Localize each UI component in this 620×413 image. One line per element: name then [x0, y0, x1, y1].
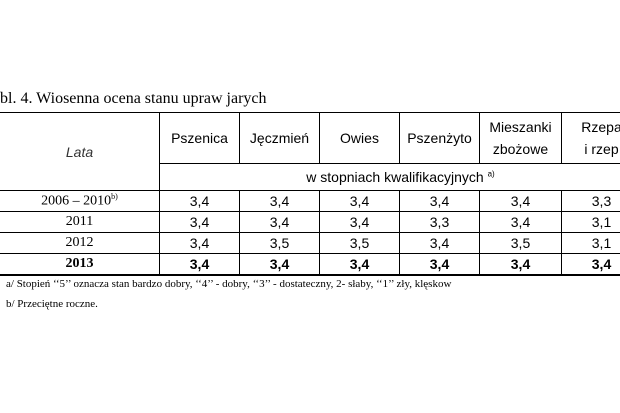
value-cell: 3,3: [399, 211, 480, 233]
row-label-text: 2012: [65, 235, 94, 250]
value-cell: 3,1: [561, 232, 620, 254]
footnote: b/ Przeciętne roczne.: [6, 298, 98, 310]
value-cell: 3,4: [239, 253, 320, 276]
value-cell: 3,4: [239, 211, 320, 233]
header-cell: Mieszanki zbożowe: [479, 112, 562, 164]
value-cell: 3,4: [319, 253, 400, 276]
row-label: 2011: [0, 211, 160, 233]
value-cell: 3,5: [479, 232, 562, 254]
header-text: Mieszanki: [489, 119, 552, 135]
value-cell: 3,5: [239, 232, 320, 254]
value-cell: 3,4: [159, 211, 240, 233]
header-text: Jęczmień: [249, 130, 310, 146]
footnote-ref: a): [487, 169, 495, 179]
data-row: 2013 3,4 3,4 3,4 3,4 3,4 3,4: [0, 253, 620, 276]
value-cell: 3,4: [399, 232, 480, 254]
row-label: 2012: [0, 232, 160, 254]
data-row: 2012 3,4 3,5 3,5 3,4 3,5 3,1: [0, 232, 620, 254]
unit-row: w stopniach kwalifikacyjnych a): [0, 163, 620, 191]
data-row: 2011 3,4 3,4 3,4 3,3 3,4 3,1: [0, 211, 620, 233]
row-label-text: 2013: [65, 256, 94, 271]
value-cell: 3,4: [159, 232, 240, 254]
table-title: bl. 4. Wiosenna ocena stanu upraw jarych: [0, 90, 267, 107]
header-text: Pszenica: [171, 130, 228, 146]
unit-cell: w stopniach kwalifikacyjnych a): [159, 163, 620, 191]
header-text: Lata: [65, 143, 94, 160]
value-cell: 3,4: [479, 190, 562, 212]
header-cell: Rzepa i rzep: [561, 112, 620, 164]
header-cell: Pszenica: [159, 112, 240, 164]
value-cell: 3,4: [399, 190, 480, 212]
header-cell: Owies: [319, 112, 400, 164]
row-label-text: 2011: [65, 214, 94, 229]
value-cell: 3,1: [561, 211, 620, 233]
footnote: a/ Stopień ‘‘5’’ oznacza stan bardzo dob…: [6, 278, 452, 290]
header-text: Owies: [340, 130, 379, 146]
row-label-text: 2006 – 2010: [41, 193, 112, 209]
data-row: 2006 – 2010b) 3,4 3,4 3,4 3,4 3,4 3,3: [0, 190, 620, 212]
footnote-ref: b): [111, 192, 118, 202]
value-cell: 3,5: [319, 232, 400, 254]
value-cell: 3,4: [479, 211, 562, 233]
header-row: Lata Pszenica Jęczmień Owies Pszenżyto Miesza…: [0, 112, 620, 191]
header-text: zbożowe: [492, 141, 549, 157]
value-cell: 3,4: [561, 253, 620, 276]
header-text: i rzep: [584, 141, 619, 157]
value-cell: 3,4: [319, 190, 400, 212]
row-label: 2013: [0, 253, 160, 276]
header-text: Rzepa: [581, 119, 620, 135]
value-cell: 3,3: [561, 190, 620, 212]
value-cell: 3,4: [319, 211, 400, 233]
header-cell: Pszenżyto: [399, 112, 480, 164]
value-cell: 3,4: [159, 253, 240, 276]
header-cell: Jęczmień: [239, 112, 320, 164]
header-text: Pszenżyto: [407, 130, 472, 146]
value-cell: 3,4: [239, 190, 320, 212]
unit-text: w stopniach kwalifikacyjnych: [306, 169, 484, 185]
value-cell: 3,4: [479, 253, 562, 276]
value-cell: 3,4: [399, 253, 480, 276]
table: Lata Pszenica Jęczmień Owies Pszenżyto Miesza…: [0, 112, 620, 276]
row-label: 2006 – 2010b): [0, 190, 160, 212]
header-cell: Lata: [0, 112, 160, 191]
value-cell: 3,4: [159, 190, 240, 212]
